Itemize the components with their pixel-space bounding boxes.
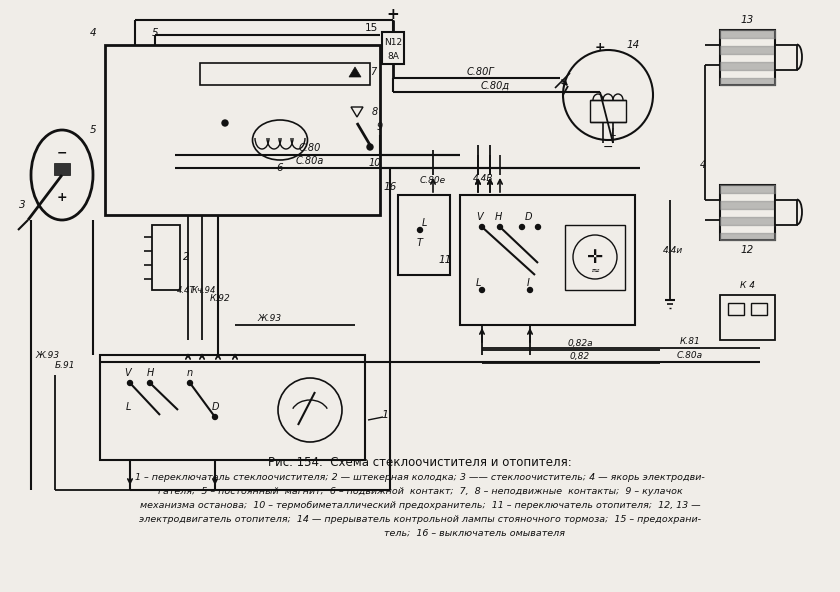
Circle shape	[480, 288, 485, 292]
Bar	[200, 63, 370, 85]
Text: 7: 7	[370, 67, 376, 77]
Circle shape	[222, 120, 228, 126]
Text: Кч.94: Кч.94	[192, 285, 216, 294]
Text: L: L	[125, 402, 131, 412]
Text: 8: 8	[372, 107, 378, 117]
Text: К.92: К.92	[210, 294, 230, 303]
Text: 1: 1	[381, 410, 389, 420]
Circle shape	[497, 224, 502, 230]
Text: L: L	[422, 218, 427, 228]
Text: 16: 16	[383, 182, 396, 192]
Text: тель;  16 – выключатель омывателя: тель; 16 – выключатель омывателя	[276, 529, 564, 538]
Text: 12: 12	[741, 245, 754, 255]
Circle shape	[480, 224, 485, 230]
Text: 4.4и: 4.4и	[663, 246, 683, 255]
Text: С.80а: С.80а	[677, 350, 703, 359]
Text: С.80е: С.80е	[420, 175, 446, 185]
Bar	[775, 45, 797, 70]
Text: механизма останова;  10 – термобиметаллический предохранитель;  11 – переключате: механизма останова; 10 – термобиметаллич…	[139, 500, 701, 510]
Text: 5: 5	[152, 28, 158, 38]
Bar	[720, 185, 775, 240]
Text: гателя;  5 – постоянный  магнит;  6 – подвижной  контакт;  7,  8 – неподвижные  : гателя; 5 – постоянный магнит; 6 – подви…	[158, 487, 682, 496]
Circle shape	[536, 224, 540, 230]
Text: T: T	[417, 238, 423, 248]
Bar	[751, 303, 767, 315]
Text: 0,82а: 0,82а	[567, 339, 593, 348]
Bar	[382, 32, 404, 64]
Text: 11: 11	[438, 255, 452, 265]
Circle shape	[367, 144, 373, 150]
Text: I: I	[527, 278, 529, 288]
Text: 13: 13	[741, 15, 754, 25]
Text: К 4: К 4	[741, 281, 755, 289]
Circle shape	[519, 224, 524, 230]
Bar	[54, 163, 70, 175]
Bar	[152, 225, 180, 290]
Circle shape	[187, 381, 192, 385]
Bar	[720, 30, 775, 85]
Text: −: −	[603, 140, 613, 153]
Text: Б.91: Б.91	[55, 361, 76, 369]
Bar	[105, 45, 380, 215]
Text: 8A: 8A	[387, 52, 399, 60]
Bar	[720, 295, 775, 340]
Text: +: +	[386, 7, 399, 21]
Text: 4.4B: 4.4B	[473, 173, 493, 182]
Text: H: H	[146, 368, 154, 378]
Text: С.80: С.80	[299, 143, 321, 153]
Text: Ж.93: Ж.93	[258, 314, 282, 323]
Text: 15: 15	[365, 23, 378, 33]
Text: ✛: ✛	[587, 247, 603, 266]
Text: V: V	[476, 212, 483, 222]
Circle shape	[528, 288, 533, 292]
Text: 9: 9	[377, 122, 383, 132]
Bar	[728, 303, 744, 315]
Text: К.81: К.81	[680, 336, 701, 346]
Text: 0,82: 0,82	[570, 352, 590, 361]
Text: 4: 4	[90, 28, 97, 38]
Text: 3: 3	[18, 200, 25, 210]
Text: L: L	[475, 278, 480, 288]
Text: N12: N12	[384, 37, 402, 47]
Text: D: D	[524, 212, 532, 222]
Text: L: L	[611, 128, 616, 138]
Text: 14: 14	[627, 40, 639, 50]
Text: 6: 6	[276, 163, 283, 173]
Text: ≈: ≈	[591, 266, 600, 276]
Circle shape	[128, 381, 133, 385]
Text: 10: 10	[369, 158, 381, 168]
Text: 4: 4	[700, 160, 706, 170]
Text: 1 – переключатель стеклоочистителя; 2 — штекерная колодка; 3 —— стеклоочиститель: 1 – переключатель стеклоочистителя; 2 — …	[135, 472, 705, 481]
Text: +: +	[56, 191, 67, 204]
Text: 4.4Т: 4.4Т	[176, 285, 195, 294]
Circle shape	[417, 227, 423, 233]
Bar	[460, 195, 635, 325]
Text: С.80а: С.80а	[296, 156, 324, 166]
Text: +: +	[595, 40, 606, 53]
Text: С.80д: С.80д	[480, 81, 510, 91]
Circle shape	[148, 381, 153, 385]
Text: Ж.93: Ж.93	[36, 350, 60, 359]
Bar	[398, 195, 450, 275]
Text: С.80Г: С.80Г	[466, 67, 494, 77]
Text: H: H	[494, 212, 501, 222]
Text: 2: 2	[182, 252, 189, 262]
Bar	[100, 355, 365, 460]
Bar	[590, 100, 626, 122]
Text: −: −	[57, 146, 67, 159]
Polygon shape	[349, 67, 361, 77]
Bar	[565, 225, 625, 290]
Text: 5: 5	[90, 125, 97, 135]
Text: V: V	[124, 368, 131, 378]
Text: D: D	[211, 402, 218, 412]
Text: Рис. 154.  Схема стеклоочистителя и отопителя:: Рис. 154. Схема стеклоочистителя и отопи…	[268, 455, 572, 468]
Bar	[775, 200, 797, 225]
Text: электродвигатель отопителя;  14 — прерыватель контрольной лампы стояночного торм: электродвигатель отопителя; 14 — прерыва…	[139, 514, 701, 523]
Circle shape	[213, 414, 218, 420]
Text: n: n	[187, 368, 193, 378]
